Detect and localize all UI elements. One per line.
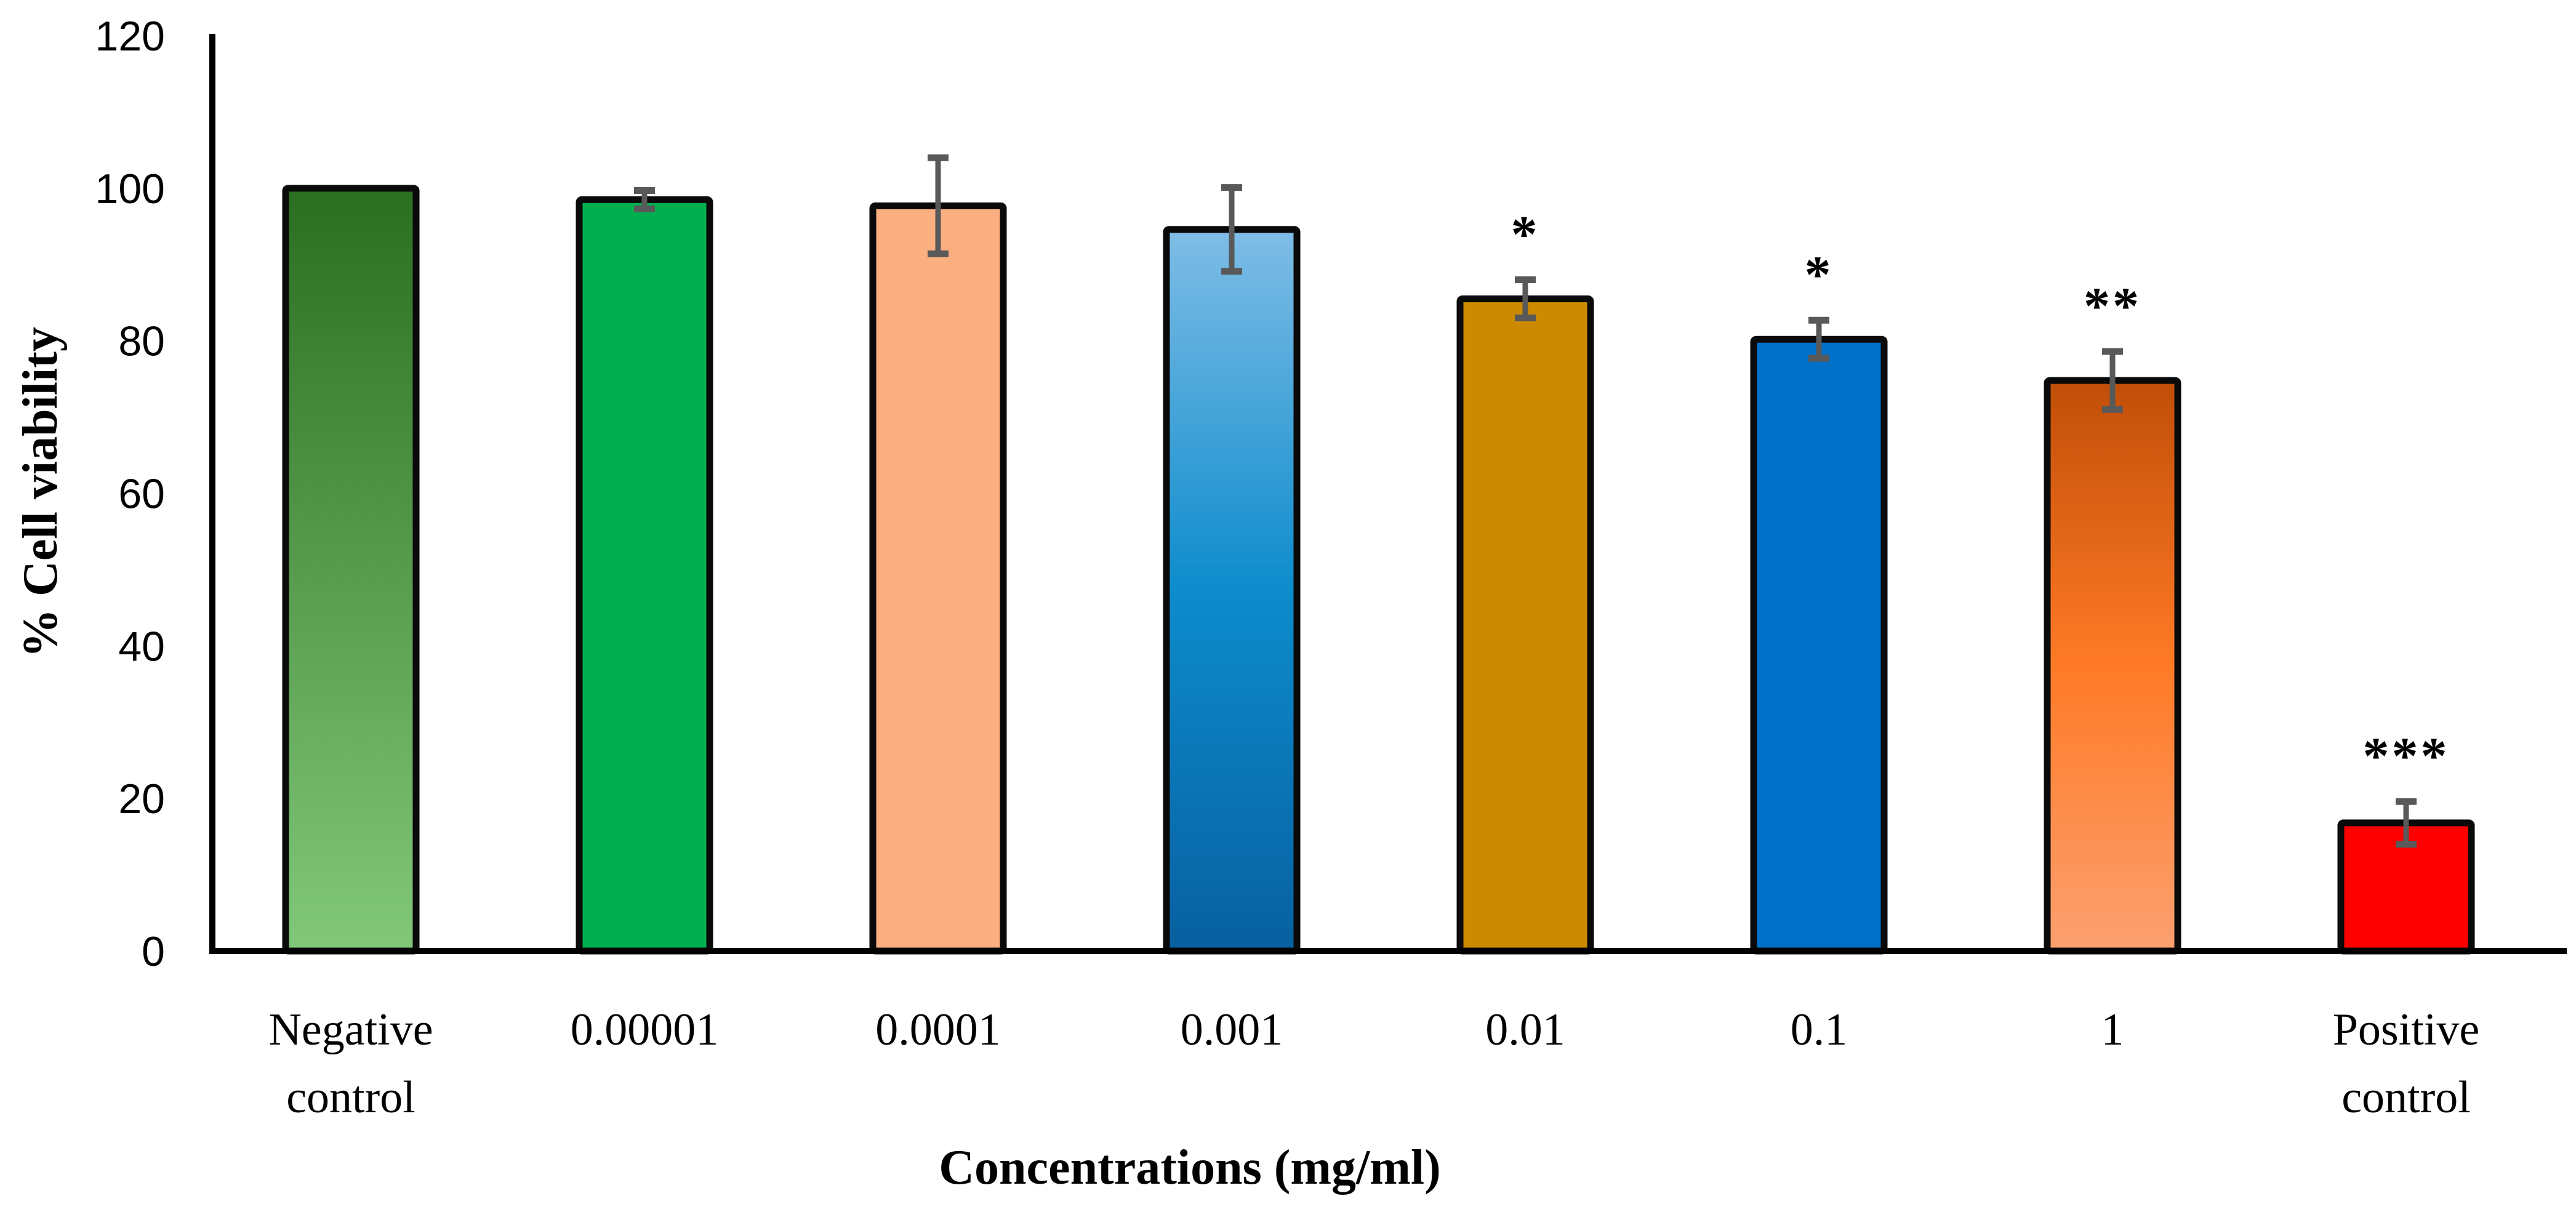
bar <box>1750 335 1888 955</box>
x-tick-label: 0.01 <box>1485 1005 1565 1055</box>
x-tick-label: 0.00001 <box>571 1005 719 1055</box>
y-tick-label: 40 <box>118 623 165 670</box>
bar <box>576 196 713 955</box>
x-tick-label: Negative <box>268 1005 433 1055</box>
significance-label: * <box>1805 245 1834 304</box>
y-tick-label: 20 <box>118 776 165 822</box>
significance-label: * <box>1511 205 1540 264</box>
y-tick-label: 120 <box>95 13 165 60</box>
y-axis-title: % Cell viability <box>14 327 68 658</box>
x-axis-title: Concentrations (mg/ml) <box>939 1141 1440 1195</box>
bar <box>869 202 1007 955</box>
bar <box>1456 295 1594 955</box>
bar <box>2044 377 2181 955</box>
x-tick-label: 0.0001 <box>875 1005 1001 1055</box>
y-tick-label: 100 <box>95 166 165 212</box>
bar <box>282 185 420 955</box>
x-tick-label: Positive <box>2333 1005 2479 1055</box>
x-tick-label: control <box>2341 1072 2471 1123</box>
significance-label: *** <box>2363 726 2450 785</box>
x-tick-label: 1 <box>2101 1005 2124 1055</box>
x-tick-label: control <box>286 1072 415 1123</box>
significance-label: ** <box>2084 276 2141 335</box>
y-tick-label: 80 <box>118 318 165 365</box>
y-tick-label: 60 <box>118 471 165 518</box>
x-tick-label: 0.001 <box>1181 1005 1283 1055</box>
x-tick-label: 0.1 <box>1791 1005 1848 1055</box>
y-tick-label: 0 <box>142 928 165 975</box>
bar <box>1163 226 1301 955</box>
